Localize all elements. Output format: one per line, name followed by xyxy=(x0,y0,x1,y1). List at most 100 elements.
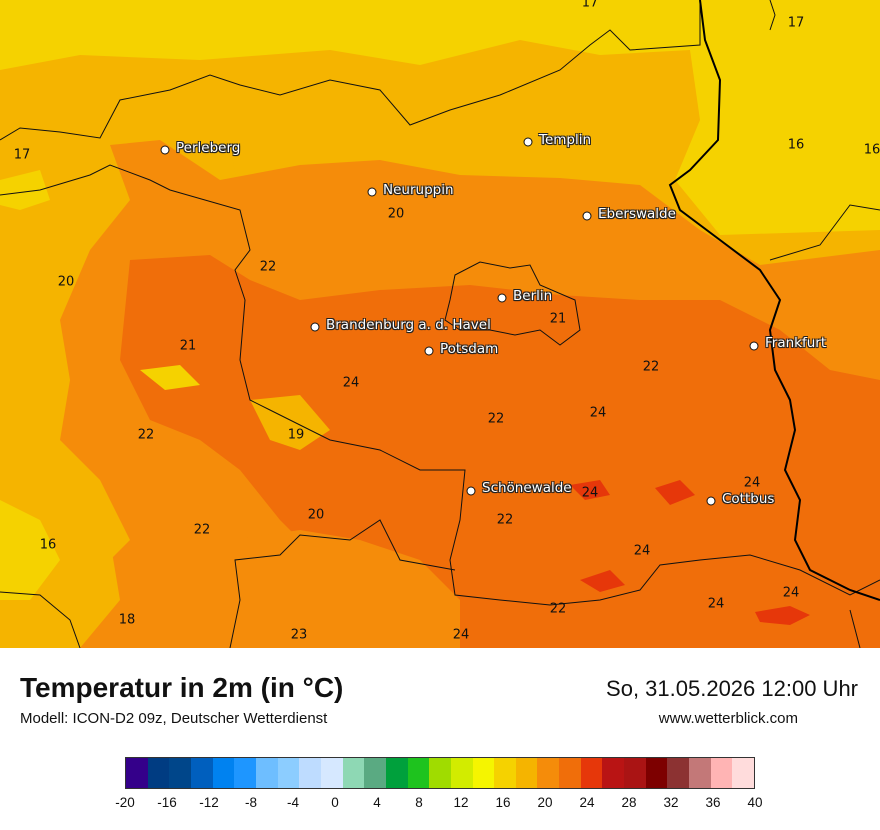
city-marker-berlin xyxy=(497,293,507,303)
color-scale-swatch xyxy=(320,758,343,788)
color-scale-tick-label: 36 xyxy=(705,795,721,810)
city-marker-schoenewalde xyxy=(466,486,476,496)
temp-value: 16 xyxy=(39,537,57,553)
color-scale-swatch xyxy=(126,758,148,788)
color-scale-swatch xyxy=(342,758,365,788)
city-marker-cottbus xyxy=(706,496,716,506)
temp-value: 21 xyxy=(179,338,197,354)
color-scale-swatch xyxy=(559,758,581,788)
color-scale-tick-label: -16 xyxy=(157,795,177,810)
temp-value: 22 xyxy=(487,411,505,427)
color-scale-swatch xyxy=(472,758,495,788)
color-scale-swatch xyxy=(234,758,256,788)
city-marker-templin xyxy=(523,137,533,147)
temp-value: 20 xyxy=(57,274,75,290)
color-scale-swatch xyxy=(190,758,213,788)
temp-value: 22 xyxy=(642,359,660,375)
color-scale-tick-label: -12 xyxy=(199,795,219,810)
color-scale-swatch xyxy=(429,758,451,788)
color-scale-swatch xyxy=(515,758,538,788)
temp-value: 24 xyxy=(782,585,800,601)
temp-value: 20 xyxy=(307,507,325,523)
temp-value: 22 xyxy=(496,512,514,528)
map-title: Temperatur in 2m (in °C) xyxy=(20,672,344,703)
temp-value: 24 xyxy=(342,375,360,391)
temp-value: 22 xyxy=(193,522,211,538)
color-scale-swatch xyxy=(364,758,386,788)
forecast-datetime: So, 31.05.2026 12:00 Uhr xyxy=(606,676,858,701)
city-label-brandenburg: Brandenburg a. d. Havel xyxy=(326,317,491,333)
color-scale-swatch xyxy=(407,758,430,788)
city-label-eberswalde: Eberswalde xyxy=(598,206,676,222)
city-label-perleberg: Perleberg xyxy=(176,140,241,156)
color-scale-tick-label: -20 xyxy=(115,795,135,810)
color-scale-swatch xyxy=(537,758,560,788)
city-marker-neuruppin xyxy=(367,187,377,197)
temp-value: 24 xyxy=(707,596,725,612)
color-scale-swatch xyxy=(602,758,625,788)
model-info: Modell: ICON-D2 09z, Deutscher Wetterdie… xyxy=(20,710,328,727)
temp-value: 24 xyxy=(633,543,651,559)
city-label-potsdam: Potsdam xyxy=(440,341,499,357)
temp-value: 16 xyxy=(787,137,805,153)
color-scale-tick-label: 32 xyxy=(663,795,679,810)
color-scale-swatch xyxy=(732,758,755,788)
color-scale-tick-label: 8 xyxy=(415,795,423,810)
color-scale-ticks: -20 -16 -12 -8 -4 0 4 8 12 16 20 24 28 32 36 40 xyxy=(115,795,762,815)
temp-value: 20 xyxy=(387,206,405,222)
temp-value: 16 xyxy=(863,142,880,158)
color-scale-swatch xyxy=(667,758,690,788)
color-scale-swatch xyxy=(255,758,278,788)
temp-value: 24 xyxy=(581,485,599,501)
color-scale-swatch xyxy=(710,758,733,788)
color-scale-swatch xyxy=(645,758,668,788)
color-scale-swatch xyxy=(212,758,235,788)
city-label-neuruppin: Neuruppin xyxy=(383,182,454,198)
color-scale-tick-label: 24 xyxy=(579,795,595,810)
color-scale-tick-label: 4 xyxy=(373,795,381,810)
color-scale-tick-label: 40 xyxy=(747,795,763,810)
city-marker-brandenburg xyxy=(310,322,320,332)
color-scale-tick-label: 0 xyxy=(331,795,339,810)
color-scale-swatch xyxy=(385,758,408,788)
temp-value: 22 xyxy=(549,601,567,617)
city-label-templin: Templin xyxy=(539,132,592,148)
color-scale-swatch xyxy=(580,758,603,788)
color-scale-swatch xyxy=(147,758,170,788)
city-label-frankfurt: Frankfurt xyxy=(765,335,827,351)
temp-value: 24 xyxy=(589,405,607,421)
temp-value: 21 xyxy=(549,311,567,327)
temp-value: 22 xyxy=(137,427,155,443)
color-scale-swatch xyxy=(450,758,473,788)
temp-value: 19 xyxy=(287,427,305,443)
color-scale-tick-label: -4 xyxy=(286,795,300,810)
color-scale xyxy=(125,757,755,789)
temp-value: 23 xyxy=(290,627,308,643)
temp-value: 22 xyxy=(259,259,277,275)
temperature-field xyxy=(0,0,880,648)
city-marker-perleberg xyxy=(160,145,170,155)
city-label-berlin: Berlin xyxy=(513,288,553,304)
city-marker-frankfurt xyxy=(749,341,759,351)
city-label-schoenewalde: Schönewalde xyxy=(482,480,572,496)
color-scale-swatch xyxy=(689,758,711,788)
city-marker-eberswalde xyxy=(582,211,592,221)
temp-value: 17 xyxy=(581,0,599,11)
temp-value: 24 xyxy=(743,475,761,491)
color-scale-tick-label: 12 xyxy=(453,795,469,810)
color-scale-swatch xyxy=(299,758,321,788)
color-scale-tick-label: 16 xyxy=(495,795,511,810)
color-scale-tick-label: 20 xyxy=(537,795,553,810)
color-scale-swatch xyxy=(624,758,646,788)
temperature-map: 17 17 16 16 17 20 22 20 21 22 21 24 24 2… xyxy=(0,0,880,648)
color-scale-swatch xyxy=(169,758,191,788)
city-label-cottbus: Cottbus xyxy=(722,491,775,507)
color-scale-swatch xyxy=(494,758,516,788)
color-scale-swatch xyxy=(277,758,300,788)
temp-value: 17 xyxy=(13,147,31,163)
website-link[interactable]: www.wetterblick.com xyxy=(658,710,798,727)
temp-value: 24 xyxy=(452,627,470,643)
color-scale-tick-label: 28 xyxy=(621,795,637,810)
color-scale-tick-label: -8 xyxy=(244,795,258,810)
temp-value: 17 xyxy=(787,15,805,31)
